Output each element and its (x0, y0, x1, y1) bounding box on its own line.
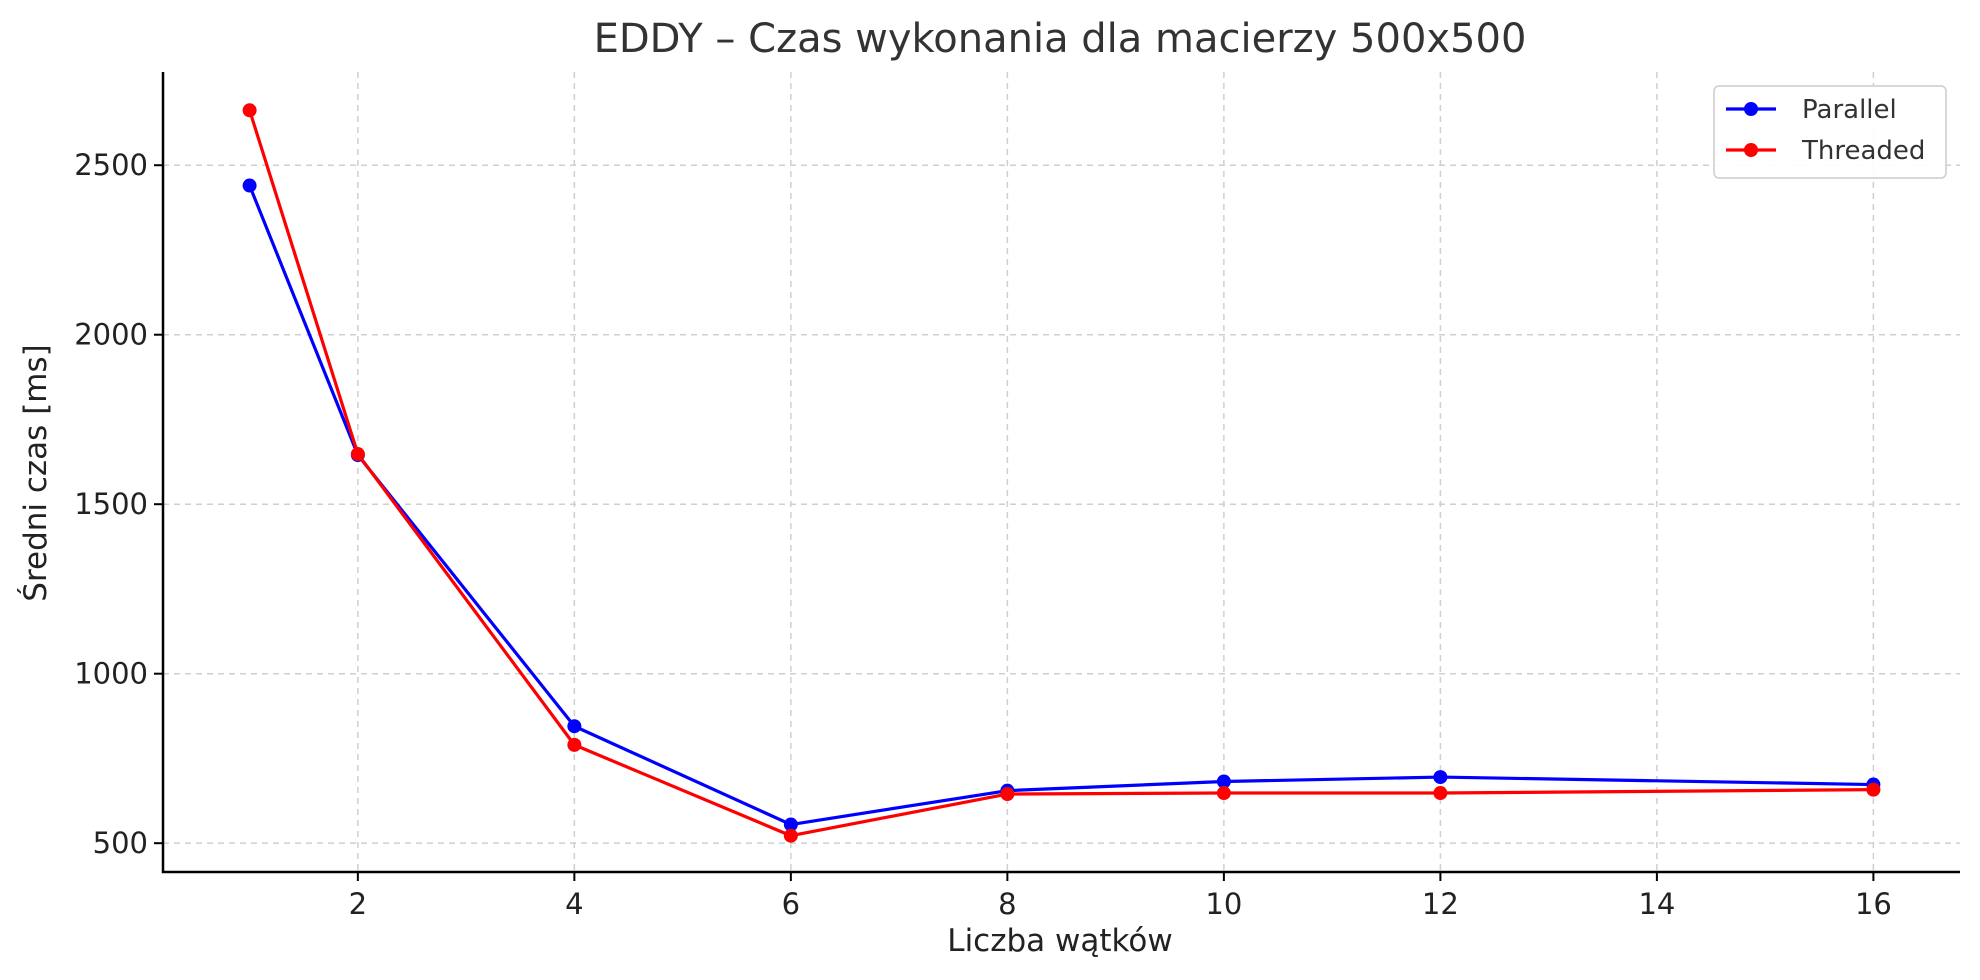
legend-marker-threaded (1744, 143, 1758, 157)
data-point-parallel (242, 178, 257, 193)
x-tick-label: 6 (782, 887, 800, 921)
legend-item-threaded: Threaded (1726, 136, 1925, 166)
data-point-parallel (567, 719, 582, 734)
grid (163, 72, 1960, 872)
y-tick-label: 2000 (74, 318, 148, 352)
series-threaded (242, 103, 1881, 843)
x-axis-label: Liczba wątków (947, 923, 1172, 959)
axes: 2 4 6 8 10 12 14 16 500 1000 1500 2000 2500 (74, 72, 1960, 921)
x-tick-label: 12 (1422, 887, 1459, 921)
x-tick-label: 10 (1205, 887, 1242, 921)
legend-label-threaded: Threaded (1801, 136, 1925, 166)
axis-spines (161, 72, 1960, 874)
data-point-threaded (1433, 786, 1448, 801)
legend-item-parallel: Parallel (1726, 95, 1897, 125)
data-point-threaded (783, 828, 798, 843)
data-point-parallel (783, 817, 798, 832)
y-axis-label: Średni czas [ms] (17, 344, 54, 601)
legend-label-parallel: Parallel (1802, 95, 1897, 125)
data-point-parallel (1433, 770, 1448, 785)
series-line-parallel (248, 184, 1874, 827)
x-tick-label: 2 (349, 887, 367, 921)
x-tick-label: 8 (998, 887, 1016, 921)
legend-marker-parallel (1744, 102, 1758, 116)
y-tick-label: 2500 (74, 148, 148, 182)
data-point-threaded (567, 737, 582, 752)
series-parallel (242, 178, 1881, 832)
data-point-threaded (1000, 787, 1015, 802)
y-tick-label: 500 (93, 826, 148, 860)
y-tick-label: 1500 (74, 487, 148, 521)
legend: Parallel Threaded (1713, 85, 1947, 179)
data-point-threaded (1216, 786, 1231, 801)
chart-title: EDDY – Czas wykonania dla macierzy 500x5… (594, 16, 1527, 62)
data-point-threaded (350, 447, 365, 462)
x-tick-label: 4 (565, 887, 583, 921)
data-point-threaded (242, 103, 257, 118)
data-point-parallel (1216, 774, 1231, 789)
series-line-threaded (248, 109, 1874, 838)
data-point-threaded (1866, 782, 1881, 797)
x-tick-label: 16 (1855, 887, 1892, 921)
x-tick-label: 14 (1638, 887, 1675, 921)
series-layer (242, 103, 1881, 843)
y-tick-label: 1000 (74, 657, 148, 691)
